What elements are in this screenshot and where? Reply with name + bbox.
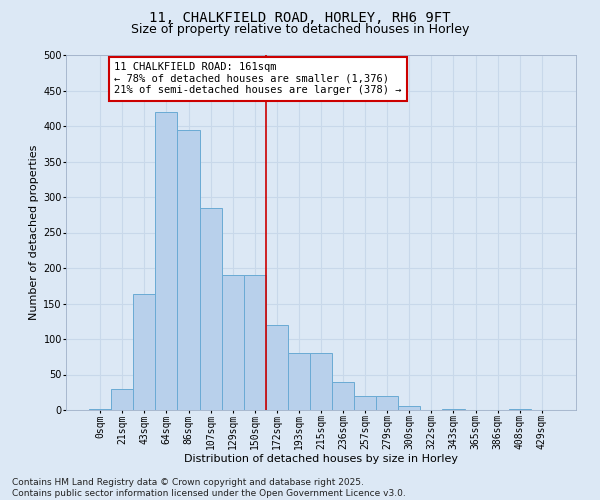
Y-axis label: Number of detached properties: Number of detached properties	[29, 145, 39, 320]
Bar	[266, 325, 288, 410]
Bar	[178, 130, 200, 410]
Bar	[155, 112, 178, 410]
Bar	[200, 208, 221, 410]
Text: 11 CHALKFIELD ROAD: 161sqm
← 78% of detached houses are smaller (1,376)
21% of s: 11 CHALKFIELD ROAD: 161sqm ← 78% of deta…	[115, 62, 402, 96]
Bar	[221, 275, 244, 410]
Bar	[133, 294, 155, 410]
Bar	[310, 353, 332, 410]
Bar	[89, 408, 111, 410]
Bar	[354, 396, 376, 410]
Bar	[288, 353, 310, 410]
Bar	[442, 408, 464, 410]
Bar	[398, 406, 421, 410]
X-axis label: Distribution of detached houses by size in Horley: Distribution of detached houses by size …	[184, 454, 458, 464]
Text: Size of property relative to detached houses in Horley: Size of property relative to detached ho…	[131, 22, 469, 36]
Bar	[332, 382, 354, 410]
Bar	[111, 388, 133, 410]
Text: Contains HM Land Registry data © Crown copyright and database right 2025.
Contai: Contains HM Land Registry data © Crown c…	[12, 478, 406, 498]
Bar	[376, 396, 398, 410]
Text: 11, CHALKFIELD ROAD, HORLEY, RH6 9FT: 11, CHALKFIELD ROAD, HORLEY, RH6 9FT	[149, 11, 451, 25]
Bar	[244, 275, 266, 410]
